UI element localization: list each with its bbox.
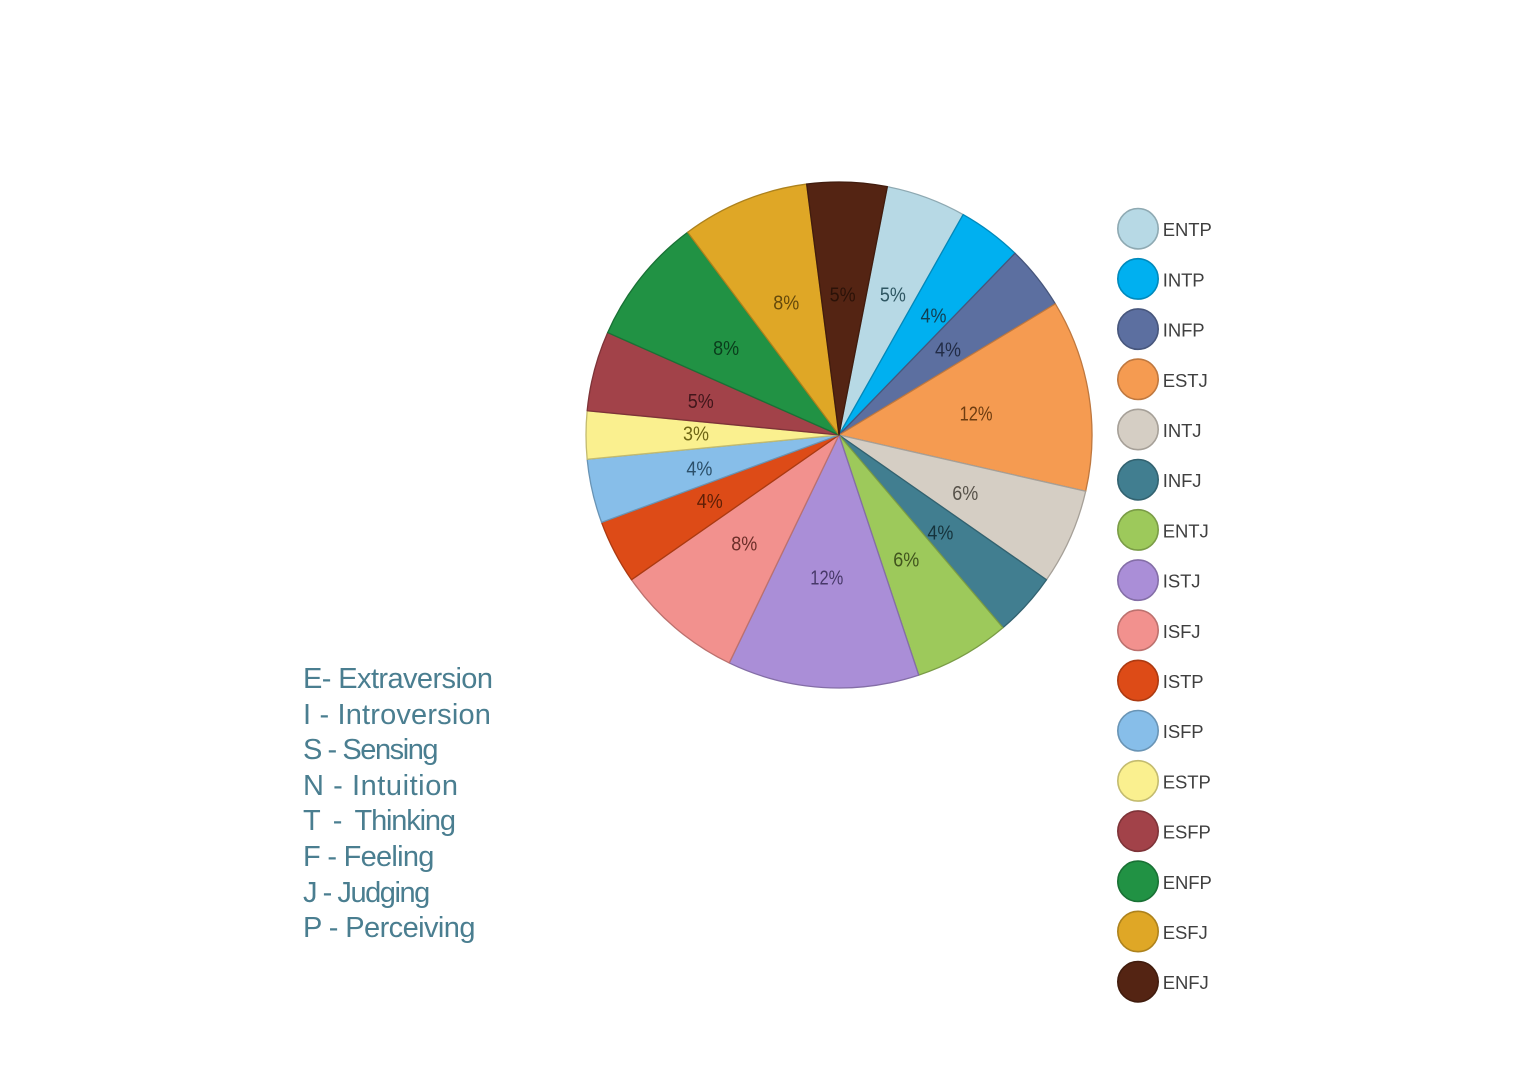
svg-text:5%: 5%	[880, 285, 906, 307]
svg-text:ISTP: ISTP	[1163, 671, 1204, 692]
svg-text:5%: 5%	[688, 391, 714, 413]
svg-text:3%: 3%	[683, 424, 709, 446]
svg-text:INFJ: INFJ	[1163, 470, 1202, 491]
svg-text:5%: 5%	[830, 284, 856, 306]
svg-text:ESFP: ESFP	[1163, 822, 1211, 843]
svg-text:4%: 4%	[927, 523, 953, 545]
svg-text:ESTP: ESTP	[1163, 771, 1211, 792]
svg-text:ENFP: ENFP	[1163, 872, 1212, 893]
svg-text:8%: 8%	[773, 293, 799, 315]
svg-text:ISFJ: ISFJ	[1163, 621, 1201, 642]
svg-text:ENFJ: ENFJ	[1163, 972, 1209, 993]
svg-text:4%: 4%	[935, 340, 961, 362]
svg-text:8%: 8%	[713, 338, 739, 360]
svg-text:4%: 4%	[686, 459, 712, 481]
svg-text:INTP: INTP	[1163, 269, 1205, 290]
svg-text:12%: 12%	[960, 404, 993, 426]
svg-text:ISTJ: ISTJ	[1163, 571, 1201, 592]
svg-text:ESFJ: ESFJ	[1163, 922, 1208, 943]
svg-text:INTJ: INTJ	[1163, 420, 1202, 441]
svg-text:ENTP: ENTP	[1163, 219, 1212, 240]
svg-text:6%: 6%	[893, 549, 919, 571]
svg-text:6%: 6%	[952, 483, 978, 505]
svg-text:8%: 8%	[731, 534, 757, 556]
svg-text:INFP: INFP	[1163, 320, 1205, 341]
svg-text:12%: 12%	[810, 567, 843, 589]
svg-text:ESTJ: ESTJ	[1163, 370, 1208, 391]
svg-text:ISFP: ISFP	[1163, 721, 1204, 742]
svg-text:ENTJ: ENTJ	[1163, 520, 1209, 541]
svg-text:4%: 4%	[697, 491, 723, 513]
svg-text:4%: 4%	[921, 306, 947, 328]
